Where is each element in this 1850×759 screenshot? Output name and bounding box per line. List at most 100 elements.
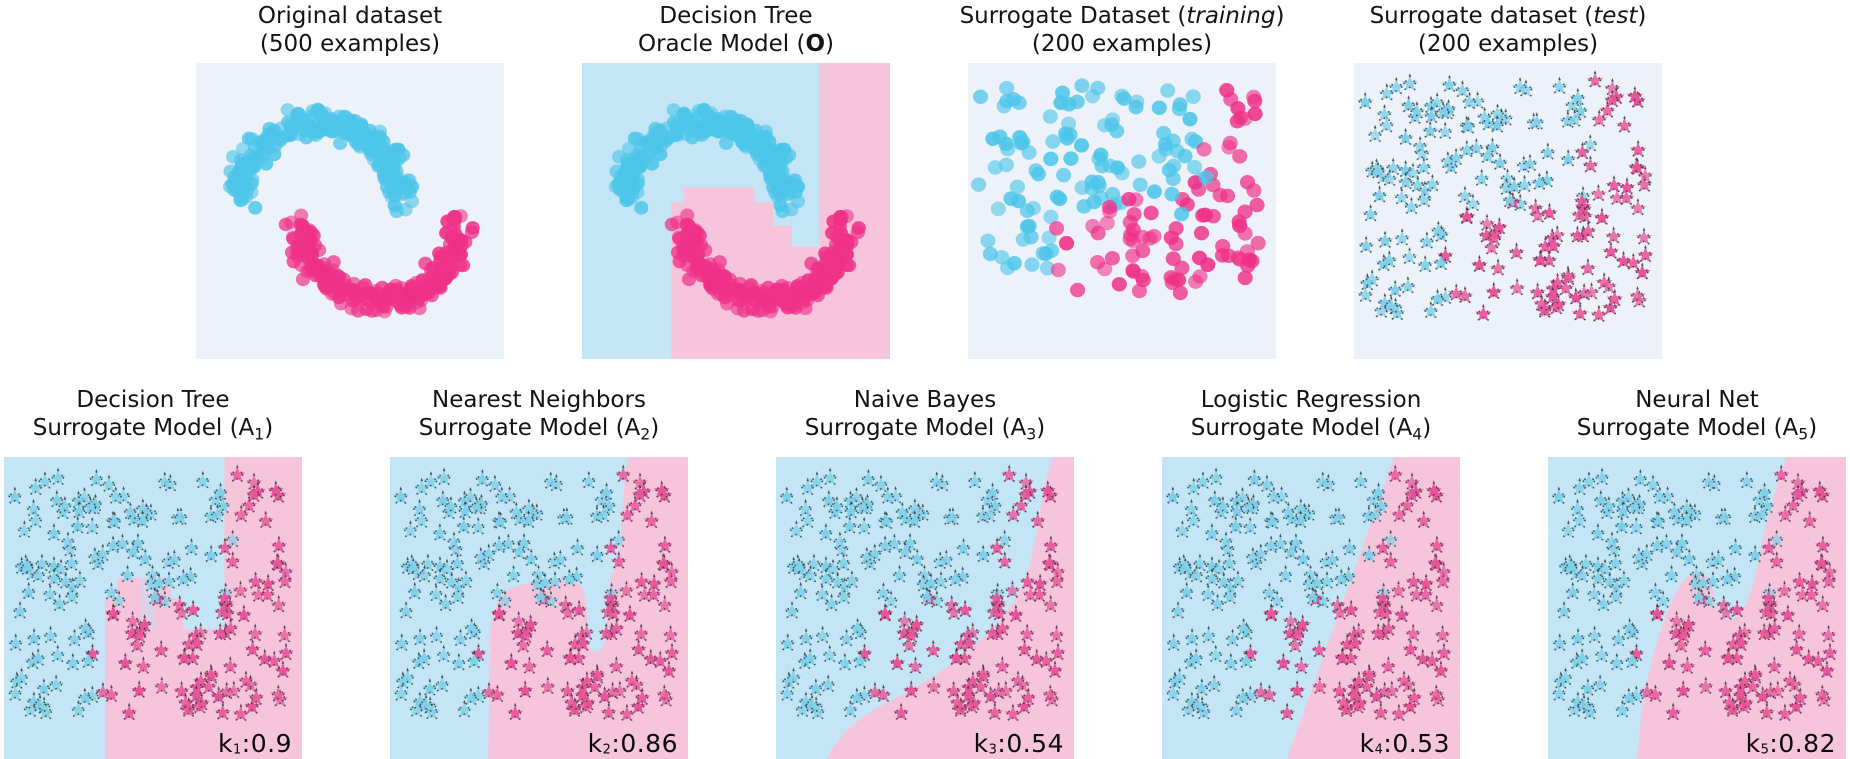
title-line: Decision Tree xyxy=(659,2,812,30)
title-segment: Surrogate Model (A xyxy=(1190,415,1413,441)
kappa-prefix: k xyxy=(973,728,989,758)
panel-original-dataset: Original dataset (500 examples) xyxy=(196,2,504,359)
kappa-value: 0.82 xyxy=(1778,728,1836,758)
plot-surrogate-decision-tree: k1:0.9 xyxy=(4,456,302,759)
title-segment: ) xyxy=(264,415,274,441)
plot-surrogate-test xyxy=(1354,63,1662,359)
title-line: Neural Net xyxy=(1635,386,1759,414)
title-line: Surrogate Model (A4) xyxy=(1191,414,1431,449)
plot-canvas-surrogate-training xyxy=(968,63,1276,359)
title-segment: 2 xyxy=(640,424,651,444)
title-segment: Surrogate Model (A xyxy=(804,415,1027,441)
title-segment: Decision Tree xyxy=(659,3,813,29)
panel-surrogate-neural-net: Neural Net Surrogate Model (A5) k5:0.82 xyxy=(1548,386,1846,759)
title-line: Surrogate Dataset (training) xyxy=(960,2,1285,30)
kappa-prefix: k xyxy=(1359,728,1375,758)
title-segment: Surrogate Model (A xyxy=(418,415,641,441)
title-segment: (200 examples) xyxy=(1417,31,1599,57)
title-line: Decision Tree xyxy=(76,386,229,414)
panel-surrogate-training: Surrogate Dataset (training) (200 example… xyxy=(960,2,1284,359)
title-segment: ) xyxy=(1036,415,1046,441)
title-oracle-model: Decision Tree Oracle Model (O) xyxy=(638,2,834,58)
title-segment: Surrogate Dataset ( xyxy=(959,3,1187,29)
plot-canvas-surrogate-decision-tree xyxy=(4,456,302,759)
kappa-value: 0.54 xyxy=(1006,728,1064,758)
kappa-label-surrogate-nearest-neighbors: k2:0.86 xyxy=(588,729,678,758)
title-segment: ) xyxy=(1808,415,1818,441)
kappa-value: 0.9 xyxy=(250,728,292,758)
title-segment: 5 xyxy=(1798,424,1809,444)
title-segment: ) xyxy=(1275,3,1285,29)
title-line: Logistic Regression xyxy=(1201,386,1422,414)
title-segment: Naive Bayes xyxy=(853,387,997,413)
title-segment: Decision Tree xyxy=(76,387,230,413)
title-surrogate-decision-tree: Decision Tree Surrogate Model (A1) xyxy=(33,386,273,449)
plot-canvas-original-dataset xyxy=(196,63,504,359)
kappa-subscript: 2 xyxy=(602,742,612,758)
panel-surrogate-nearest-neighbors: Nearest Neighbors Surrogate Model (A2) k2:… xyxy=(390,386,688,759)
panel-surrogate-decision-tree: Decision Tree Surrogate Model (A1) k1:0.9 xyxy=(4,386,302,759)
plot-canvas-surrogate-test xyxy=(1354,63,1662,359)
plot-surrogate-neural-net: k5:0.82 xyxy=(1548,456,1846,759)
kappa-value: 0.53 xyxy=(1392,728,1450,758)
kappa-separator: : xyxy=(1769,728,1779,758)
plot-canvas-oracle-model xyxy=(582,63,890,359)
plot-oracle-model xyxy=(582,63,890,359)
title-line: Surrogate Model (A1) xyxy=(33,414,273,449)
kappa-subscript: 4 xyxy=(1374,742,1384,758)
bottom-row: Decision Tree Surrogate Model (A1) k1:0.9 N… xyxy=(0,386,1850,759)
kappa-label-surrogate-decision-tree: k1:0.9 xyxy=(218,729,292,758)
title-segment: 3 xyxy=(1026,424,1037,444)
title-segment: 1 xyxy=(254,424,265,444)
panel-surrogate-test: Surrogate dataset (test) (200 examples) xyxy=(1354,2,1662,359)
title-line: (200 examples) xyxy=(1032,30,1212,58)
title-line: Original dataset xyxy=(258,2,442,30)
kappa-separator: : xyxy=(997,728,1007,758)
title-line: Naive Bayes xyxy=(854,386,996,414)
plot-canvas-surrogate-naive-bayes xyxy=(776,456,1074,759)
title-segment: Logistic Regression xyxy=(1200,387,1422,413)
kappa-subscript: 3 xyxy=(988,742,998,758)
title-segment: test xyxy=(1593,3,1638,29)
title-surrogate-logistic-regression: Logistic Regression Surrogate Model (A4) xyxy=(1191,386,1431,449)
title-line: (500 examples) xyxy=(260,30,440,58)
panel-surrogate-logistic-regression: Logistic Regression Surrogate Model (A4) k… xyxy=(1162,386,1460,759)
kappa-prefix: k xyxy=(218,728,234,758)
title-line: Oracle Model (O) xyxy=(638,30,834,58)
kappa-separator: : xyxy=(1383,728,1393,758)
kappa-label-surrogate-neural-net: k5:0.82 xyxy=(1746,729,1836,758)
kappa-label-surrogate-naive-bayes: k3:0.54 xyxy=(974,729,1064,758)
title-line: Surrogate Model (A5) xyxy=(1577,414,1817,449)
top-row: Original dataset (500 examples) Decision T… xyxy=(0,0,1850,359)
plot-surrogate-training xyxy=(968,63,1276,359)
title-line: (200 examples) xyxy=(1418,30,1598,58)
kappa-subscript: 1 xyxy=(233,742,242,758)
title-surrogate-test: Surrogate dataset (test) (200 examples) xyxy=(1370,2,1647,58)
title-line: Surrogate Model (A3) xyxy=(805,414,1045,449)
title-segment: Original dataset xyxy=(257,3,443,29)
kappa-value: 0.86 xyxy=(620,728,678,758)
title-segment: Surrogate dataset ( xyxy=(1369,3,1594,29)
panel-surrogate-naive-bayes: Naive Bayes Surrogate Model (A3) k3:0.54 xyxy=(776,386,1074,759)
plot-canvas-surrogate-nearest-neighbors xyxy=(390,456,688,759)
title-segment: (200 examples) xyxy=(1031,31,1213,57)
title-segment: Surrogate Model (A xyxy=(32,415,255,441)
kappa-prefix: k xyxy=(587,728,603,758)
title-segment: (500 examples) xyxy=(259,31,441,57)
plot-canvas-surrogate-logistic-regression xyxy=(1162,456,1460,759)
title-original-dataset: Original dataset (500 examples) xyxy=(258,2,442,58)
title-segment: ) xyxy=(1637,3,1647,29)
plot-surrogate-nearest-neighbors: k2:0.86 xyxy=(390,456,688,759)
plot-surrogate-naive-bayes: k3:0.54 xyxy=(776,456,1074,759)
plot-original-dataset xyxy=(196,63,504,359)
title-segment: Oracle Model ( xyxy=(637,31,806,57)
title-segment: Nearest Neighbors xyxy=(432,387,646,413)
title-surrogate-training: Surrogate Dataset (training) (200 example… xyxy=(960,2,1285,58)
panel-oracle-model: Decision Tree Oracle Model (O) xyxy=(582,2,890,359)
title-segment: training xyxy=(1186,3,1276,29)
title-segment: Neural Net xyxy=(1635,387,1759,413)
kappa-subscript: 5 xyxy=(1760,742,1770,758)
title-line: Nearest Neighbors xyxy=(432,386,646,414)
title-line: Surrogate dataset (test) xyxy=(1370,2,1647,30)
